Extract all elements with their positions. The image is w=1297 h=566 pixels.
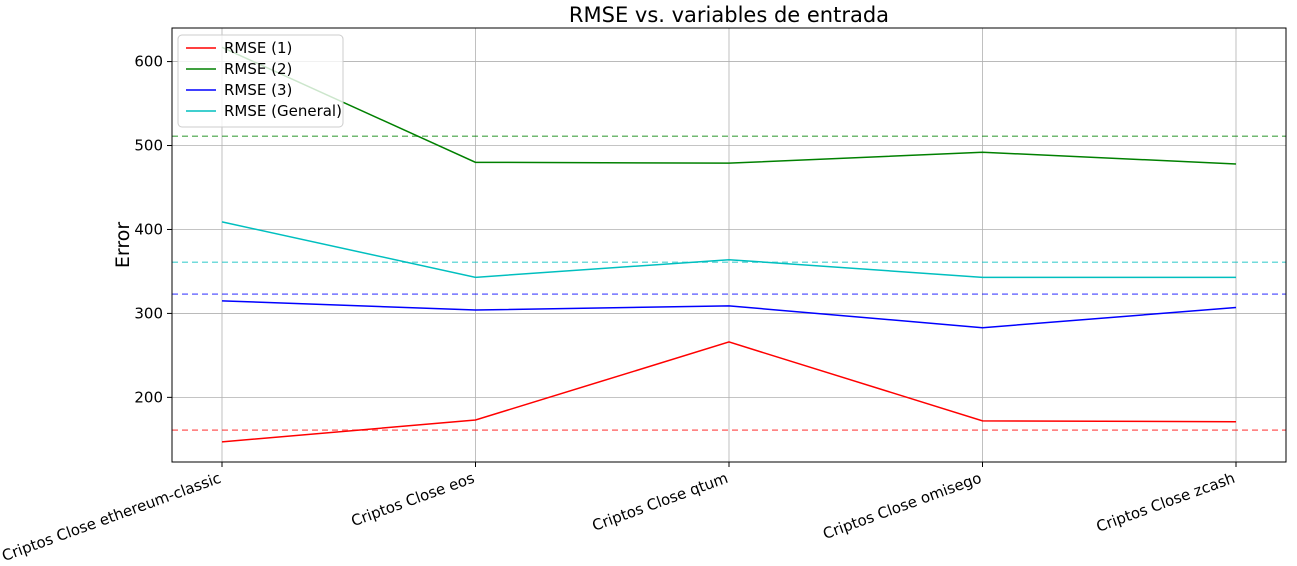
legend-item: RMSE (2) bbox=[186, 60, 292, 78]
y-tick-label: 300 bbox=[134, 304, 163, 322]
series-4 bbox=[221, 221, 1237, 279]
y-tick-label: 200 bbox=[134, 388, 163, 406]
x-tick-label: Criptos Close zcash bbox=[1094, 469, 1238, 536]
legend-item: RMSE (1) bbox=[186, 39, 292, 57]
y-tick-label: 600 bbox=[134, 53, 163, 71]
series-lines bbox=[221, 46, 1237, 443]
y-tick-label: 400 bbox=[134, 220, 163, 238]
y-axis-label: Error bbox=[112, 222, 134, 269]
grid-layer bbox=[172, 28, 1286, 462]
y-axis-ticks: 200 300 400 500 600 bbox=[134, 53, 172, 406]
series-1 bbox=[221, 341, 1237, 443]
series-3 bbox=[221, 300, 1237, 329]
legend-item: RMSE (General) bbox=[186, 102, 342, 120]
x-tick-label: Criptos Close qtum bbox=[590, 469, 731, 535]
legend-label: RMSE (3) bbox=[224, 81, 292, 99]
x-tick-label: Criptos Close eos bbox=[349, 469, 477, 530]
legend-item: RMSE (3) bbox=[186, 81, 292, 99]
x-tick-label: Criptos Close omisego bbox=[820, 469, 983, 543]
y-tick-label: 500 bbox=[134, 137, 163, 155]
legend-box bbox=[177, 34, 344, 128]
x-axis-ticks: Criptos Close ethereum-classic Criptos Cl… bbox=[0, 462, 1237, 565]
legend: RMSE (1) RMSE (2) RMSE (3) RMSE (General) bbox=[177, 34, 344, 128]
chart-title: RMSE vs. variables de entrada bbox=[569, 3, 889, 27]
legend-label: RMSE (1) bbox=[224, 39, 292, 57]
x-tick-label: Criptos Close ethereum-classic bbox=[0, 469, 223, 565]
legend-label: RMSE (2) bbox=[224, 60, 292, 78]
legend-label: RMSE (General) bbox=[224, 102, 342, 120]
